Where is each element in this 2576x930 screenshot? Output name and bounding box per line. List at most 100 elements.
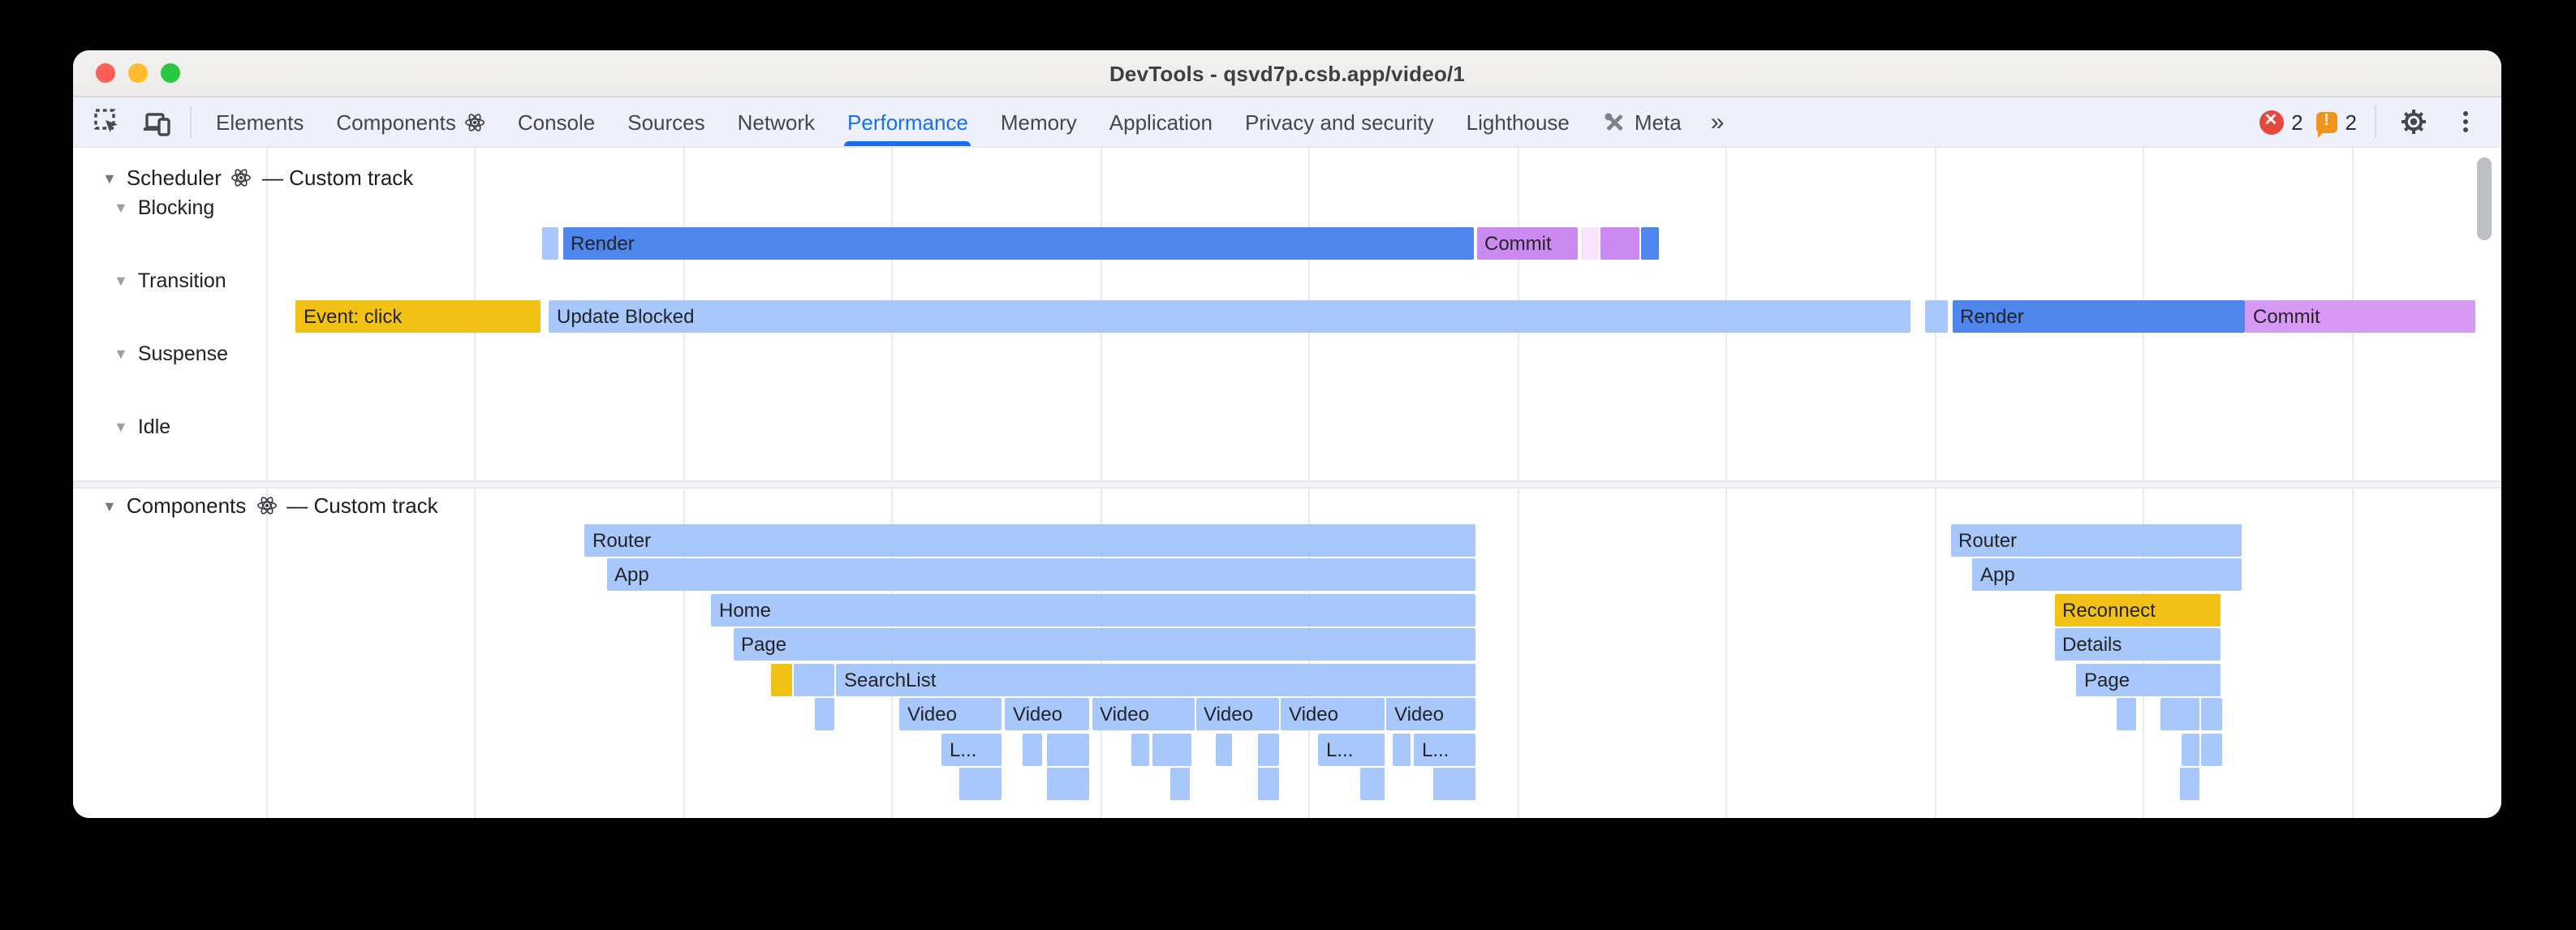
tab-label: Elements xyxy=(216,110,304,134)
flame-bar[interactable] xyxy=(1257,733,1278,765)
flame-bar-page[interactable]: Page xyxy=(2076,663,2220,695)
flame-bar-app[interactable]: App xyxy=(1972,558,2241,591)
lane-label-blocking[interactable]: ▼ Blocking xyxy=(114,196,214,219)
track-header-scheduler[interactable]: ▼ Scheduler — Custom track xyxy=(93,164,423,192)
flame-bar[interactable] xyxy=(1433,768,1475,800)
tab-elements[interactable]: Elements xyxy=(200,97,320,146)
flame-bar[interactable] xyxy=(1170,768,1189,800)
flame-bar-router[interactable]: Router xyxy=(1950,523,2241,556)
toolbar-divider xyxy=(190,105,192,138)
settings-gear-icon[interactable] xyxy=(2394,102,2433,141)
vertical-scrollbar[interactable] xyxy=(2477,157,2492,240)
traffic-lights xyxy=(96,63,180,83)
inspect-element-icon[interactable] xyxy=(88,102,127,141)
flame-bar-video[interactable]: Video xyxy=(1386,698,1475,730)
flame-bar[interactable] xyxy=(1047,768,1089,800)
flame-bar[interactable] xyxy=(959,768,1002,800)
flame-bar[interactable] xyxy=(1047,733,1089,765)
collapse-triangle-icon[interactable]: ▼ xyxy=(102,497,117,514)
flame-bar-details[interactable]: Details xyxy=(2054,628,2220,661)
warning-badge-icon[interactable]: ! xyxy=(2315,111,2337,137)
flame-bar-video[interactable]: Video xyxy=(1195,698,1278,730)
lane-name: Transition xyxy=(137,269,226,292)
flame-bar-video[interactable]: Video xyxy=(899,698,1002,730)
flame-bar[interactable] xyxy=(2180,768,2199,800)
flame-bar-app[interactable]: App xyxy=(606,558,1475,591)
kebab-menu-icon[interactable] xyxy=(2446,102,2485,141)
tab-sources[interactable]: Sources xyxy=(611,97,721,146)
flame-bar-router[interactable]: Router xyxy=(584,523,1475,556)
flame-bar-commit[interactable]: Commit xyxy=(2245,300,2475,333)
flame-bar[interactable] xyxy=(1924,300,1947,333)
collapse-triangle-icon[interactable]: ▼ xyxy=(102,170,117,186)
flame-bar[interactable] xyxy=(1131,733,1149,765)
flame-bar[interactable] xyxy=(1580,227,1598,260)
flame-bar-video[interactable]: Video xyxy=(1005,698,1089,730)
flame-bar[interactable] xyxy=(1023,733,1041,765)
collapse-triangle-icon[interactable]: ▼ xyxy=(114,200,128,216)
close-window-button[interactable] xyxy=(96,63,115,83)
flame-bar[interactable] xyxy=(1640,227,1658,260)
flame-bar[interactable] xyxy=(770,663,791,695)
flame-bar-searchlist[interactable]: SearchList xyxy=(836,663,1475,695)
tab-meta[interactable]: Meta xyxy=(1586,97,1698,146)
flame-bar[interactable] xyxy=(1360,768,1384,800)
tab-network[interactable]: Network xyxy=(722,97,831,146)
flame-bar-page[interactable]: Page xyxy=(733,628,1475,661)
flame-bar[interactable] xyxy=(815,698,834,730)
tab-label: Console xyxy=(517,110,596,134)
tab-label: Performance xyxy=(847,110,968,134)
track-name: Scheduler xyxy=(126,166,222,190)
tab-components[interactable]: Components xyxy=(320,97,501,146)
flame-bar[interactable] xyxy=(1215,733,1231,765)
tab-privacy-and-security[interactable]: Privacy and security xyxy=(1229,97,1450,146)
flame-bar-render[interactable]: Render xyxy=(1952,300,2245,333)
collapse-triangle-icon[interactable]: ▼ xyxy=(114,419,128,435)
tab-performance[interactable]: Performance xyxy=(831,97,984,146)
tab-lighthouse[interactable]: Lighthouse xyxy=(1450,97,1586,146)
collapse-triangle-icon[interactable]: ▼ xyxy=(114,346,128,362)
flame-bar-l[interactable]: L... xyxy=(1414,733,1475,765)
flame-bar-reconnect[interactable]: Reconnect xyxy=(2054,593,2220,626)
tab-memory[interactable]: Memory xyxy=(984,97,1093,146)
track-subtitle: — Custom track xyxy=(286,493,438,518)
tab-label: Memory xyxy=(1000,110,1077,134)
lane-name: Blocking xyxy=(137,196,215,219)
more-tabs-button[interactable]: » xyxy=(1698,97,1738,146)
flame-bar-video[interactable]: Video xyxy=(1092,698,1194,730)
flame-bar[interactable] xyxy=(2160,698,2199,730)
flame-bar-render[interactable]: Render xyxy=(562,227,1474,260)
warning-count[interactable]: 2 xyxy=(2345,110,2357,134)
flame-bar-l[interactable]: L... xyxy=(941,733,1002,765)
error-badge-icon[interactable]: ✕ xyxy=(2259,110,2284,134)
flame-bar-event-click[interactable]: Event: click xyxy=(295,300,541,333)
lane-label-transition[interactable]: ▼ Transition xyxy=(114,269,226,292)
zoom-window-button[interactable] xyxy=(161,63,180,83)
device-toolbar-icon[interactable] xyxy=(136,102,175,141)
flame-bar[interactable] xyxy=(1152,733,1191,765)
flame-bar[interactable] xyxy=(2117,698,2136,730)
lane-label-idle[interactable]: ▼ Idle xyxy=(114,415,170,438)
error-count[interactable]: 2 xyxy=(2291,110,2303,134)
flame-bar-home[interactable]: Home xyxy=(711,593,1475,626)
flame-bar[interactable] xyxy=(1393,733,1411,765)
minimize-window-button[interactable] xyxy=(128,63,148,83)
flame-bar[interactable] xyxy=(542,227,558,260)
track-header-components[interactable]: ▼ Components — Custom track xyxy=(93,492,448,519)
tab-console[interactable]: Console xyxy=(502,97,611,146)
tab-application[interactable]: Application xyxy=(1093,97,1229,146)
flame-bar-update-blocked[interactable]: Update Blocked xyxy=(549,300,1910,333)
flame-bar[interactable] xyxy=(2201,698,2221,730)
flame-bar[interactable] xyxy=(794,663,834,695)
panel-tabs: Elements Components Console Sources Network P… xyxy=(200,97,1698,146)
flame-bar-video[interactable]: Video xyxy=(1281,698,1384,730)
collapse-triangle-icon[interactable]: ▼ xyxy=(114,273,128,289)
flame-bar[interactable] xyxy=(1600,227,1639,260)
flame-bar[interactable] xyxy=(2181,733,2199,765)
flame-bar-commit[interactable]: Commit xyxy=(1476,227,1577,260)
lane-label-suspense[interactable]: ▼ Suspense xyxy=(114,342,228,365)
flame-bar[interactable] xyxy=(1258,768,1279,800)
flame-bar-l[interactable]: L... xyxy=(1318,733,1384,765)
flame-bar[interactable] xyxy=(2201,733,2221,765)
devtools-window: DevTools - qsvd7p.csb.app/video/1 xyxy=(73,50,2501,818)
